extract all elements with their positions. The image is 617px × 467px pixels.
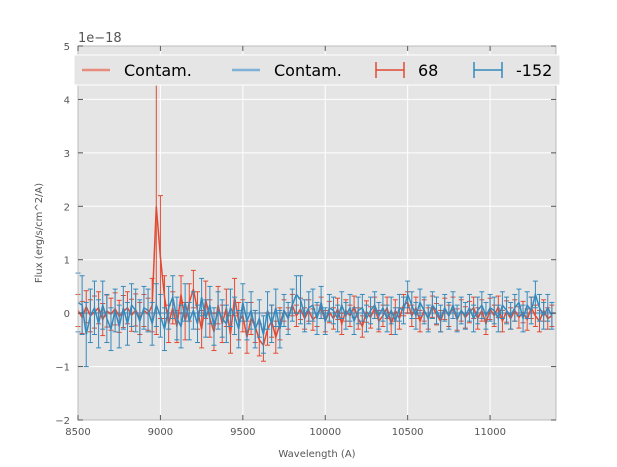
x-tick-label: 9500 <box>230 427 255 438</box>
plot-background <box>78 46 556 420</box>
legend-label: 68 <box>418 61 438 80</box>
series-line <box>77 206 553 347</box>
offset-label: 1e−18 <box>78 31 122 46</box>
x-axis-label: Wavelength (A) <box>278 449 355 460</box>
series-line <box>77 291 553 335</box>
ticks: 8500 9000 9500 10000 10500 11000 −2 −1 0 1 2 3 4 5 <box>55 42 556 438</box>
y-tick-label: 3 <box>64 149 70 160</box>
series-group <box>75 77 555 368</box>
x-tick-label: 11000 <box>474 427 506 438</box>
x-tick-label: 10500 <box>392 427 424 438</box>
x-tick-label: 9000 <box>148 427 173 438</box>
y-tick-label: 0 <box>64 309 70 320</box>
legend-item: Contam. <box>82 61 192 80</box>
legend-item: -152 <box>473 61 552 80</box>
legend-item: 68 <box>375 61 438 80</box>
legend-label: Contam. <box>124 61 192 80</box>
x-tick-label: 10000 <box>309 427 341 438</box>
legend-label: -152 <box>516 61 552 80</box>
legend-label: Contam. <box>274 61 342 80</box>
x-tick-label: 8500 <box>65 427 90 438</box>
y-tick-label: −1 <box>55 363 70 374</box>
axes-frame <box>77 45 557 421</box>
y-tick-label: 5 <box>64 42 70 53</box>
legend-item: Contam. <box>232 61 342 80</box>
y-tick-label: 1 <box>64 256 70 267</box>
axes <box>77 45 557 421</box>
y-tick-label: 4 <box>64 95 70 106</box>
y-tick-label: −2 <box>55 416 70 427</box>
y-axis-label: Flux (erg/s/cm^2/A) <box>34 183 45 283</box>
y-tick-label: 2 <box>64 202 70 213</box>
legend: Contam. Contam. 68 -152 <box>73 54 561 86</box>
